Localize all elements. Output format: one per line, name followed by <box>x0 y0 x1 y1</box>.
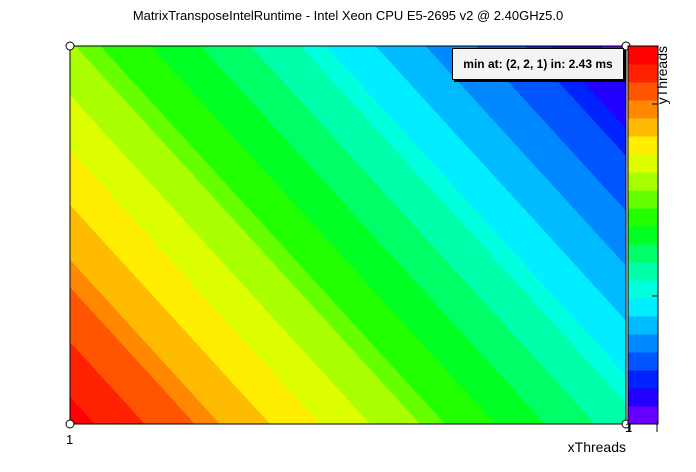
colorbar-frame <box>627 45 659 425</box>
colorbar-segment <box>628 262 658 281</box>
contour-band <box>70 46 421 424</box>
colorbar-segment <box>628 406 658 425</box>
contour-band <box>375 46 626 321</box>
x-axis-label: xThreads <box>568 439 626 455</box>
contour-band <box>125 46 496 424</box>
contour-band <box>225 46 596 424</box>
colorbar-segment <box>628 316 658 335</box>
colorbar-segment <box>628 388 658 407</box>
y-axis-label: yThreads <box>654 46 670 104</box>
contour-band <box>75 46 446 424</box>
colorbar-segment <box>628 226 658 245</box>
contour-band <box>475 46 626 211</box>
x-tick-label: 1 <box>625 420 632 435</box>
corner-marker[interactable] <box>65 419 75 429</box>
contour-band <box>300 46 626 404</box>
contour-band <box>150 46 521 424</box>
min-annotation-box[interactable]: min at: (2, 2, 1) in: 2.43 ms <box>452 48 624 80</box>
contour-band <box>100 46 471 424</box>
plot-frame <box>69 45 627 425</box>
colorbar-segment <box>628 64 658 83</box>
corner-marker[interactable] <box>65 41 75 51</box>
colorbar-segment <box>628 172 658 191</box>
colorbar-segment <box>628 334 658 353</box>
contour-band <box>500 46 626 184</box>
contour-band <box>450 46 626 239</box>
colorbar-segment <box>628 190 658 209</box>
x-tick-label: 1 <box>66 432 73 447</box>
contour-band <box>250 46 621 424</box>
colorbar-segment <box>628 208 658 227</box>
contour-band <box>425 46 626 266</box>
colorbar-segment <box>628 118 658 137</box>
colorbar-segment <box>628 100 658 119</box>
colorbar-segment <box>628 280 658 299</box>
colorbar-segment <box>628 82 658 101</box>
colorbar-segment <box>628 352 658 371</box>
chart-title: MatrixTransposeIntelRuntime - Intel Xeon… <box>132 8 564 23</box>
contour-band <box>350 46 626 349</box>
contour-band <box>200 46 571 424</box>
colorbar-segment <box>628 298 658 317</box>
contour-band <box>175 46 546 424</box>
contour-bands <box>70 46 626 424</box>
contour-band <box>400 46 626 294</box>
contour-band <box>275 46 626 424</box>
colorbar-segment <box>628 46 658 65</box>
colorbar-segment <box>628 244 658 263</box>
colorbar-segment <box>628 154 658 173</box>
contour-band <box>325 46 626 376</box>
colorbar-segment <box>628 136 658 155</box>
colorbar-segment <box>628 370 658 389</box>
